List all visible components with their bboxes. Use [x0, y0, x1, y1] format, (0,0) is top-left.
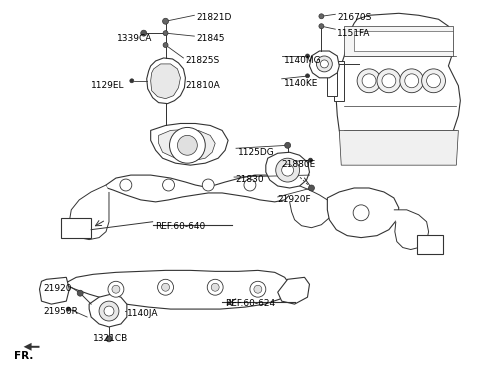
Polygon shape — [327, 188, 399, 238]
Polygon shape — [394, 210, 429, 250]
Text: 21880E: 21880E — [282, 160, 316, 169]
Polygon shape — [344, 26, 454, 56]
Polygon shape — [354, 31, 454, 51]
Circle shape — [244, 179, 256, 191]
Polygon shape — [63, 270, 289, 309]
Circle shape — [169, 128, 205, 163]
Circle shape — [162, 283, 169, 291]
Circle shape — [377, 69, 401, 93]
Circle shape — [320, 60, 328, 68]
Polygon shape — [327, 66, 337, 96]
Circle shape — [163, 18, 168, 24]
Circle shape — [276, 158, 300, 182]
Text: 21670S: 21670S — [337, 13, 372, 22]
Circle shape — [254, 285, 262, 293]
Text: REF.60-624: REF.60-624 — [225, 299, 275, 308]
Polygon shape — [266, 152, 310, 188]
Circle shape — [319, 24, 324, 29]
Polygon shape — [310, 51, 339, 78]
Polygon shape — [158, 129, 215, 161]
Polygon shape — [39, 277, 69, 304]
Circle shape — [305, 74, 310, 78]
Circle shape — [207, 279, 223, 295]
Circle shape — [309, 185, 314, 191]
Circle shape — [178, 135, 197, 155]
Polygon shape — [24, 343, 39, 351]
Text: FR.: FR. — [14, 351, 33, 361]
Polygon shape — [151, 64, 180, 99]
Circle shape — [104, 306, 114, 316]
Circle shape — [357, 69, 381, 93]
Polygon shape — [334, 61, 344, 101]
Polygon shape — [106, 175, 292, 202]
Text: 21950R: 21950R — [44, 307, 78, 316]
Polygon shape — [89, 294, 127, 327]
Polygon shape — [147, 58, 185, 104]
Circle shape — [130, 79, 134, 83]
Circle shape — [163, 43, 168, 47]
Text: 21810A: 21810A — [185, 81, 220, 90]
Polygon shape — [278, 277, 310, 304]
Polygon shape — [339, 131, 458, 165]
Text: 1339CA: 1339CA — [117, 34, 152, 43]
Circle shape — [305, 54, 310, 58]
Text: 21821D: 21821D — [196, 13, 232, 22]
Text: 1125DG: 1125DG — [238, 148, 275, 157]
Text: 21920F: 21920F — [278, 195, 312, 204]
Text: REF.60-640: REF.60-640 — [155, 222, 205, 231]
Text: 21845: 21845 — [196, 34, 225, 43]
Circle shape — [141, 30, 147, 36]
Polygon shape — [69, 185, 109, 239]
Text: 1129EL: 1129EL — [91, 81, 125, 90]
Polygon shape — [151, 123, 228, 165]
Circle shape — [309, 158, 312, 162]
Circle shape — [362, 74, 376, 88]
Polygon shape — [61, 218, 91, 238]
Circle shape — [421, 69, 445, 93]
Circle shape — [211, 283, 219, 291]
Text: 1140KE: 1140KE — [284, 79, 318, 88]
Circle shape — [99, 301, 119, 321]
Circle shape — [427, 74, 441, 88]
Text: 21830: 21830 — [235, 175, 264, 184]
Circle shape — [382, 74, 396, 88]
Text: 1140MG: 1140MG — [284, 56, 321, 65]
Circle shape — [250, 281, 266, 297]
Text: 1321CB: 1321CB — [93, 334, 128, 343]
Text: 1140JA: 1140JA — [127, 309, 158, 318]
Circle shape — [319, 14, 324, 19]
Text: 21825S: 21825S — [185, 56, 220, 65]
Text: 1151FA: 1151FA — [337, 29, 371, 38]
Circle shape — [405, 74, 419, 88]
Polygon shape — [288, 182, 331, 228]
Circle shape — [77, 290, 83, 296]
Circle shape — [108, 281, 124, 297]
Circle shape — [157, 279, 173, 295]
Circle shape — [285, 142, 290, 148]
Circle shape — [106, 336, 112, 342]
Circle shape — [202, 179, 214, 191]
Circle shape — [353, 205, 369, 221]
Polygon shape — [336, 13, 460, 162]
Circle shape — [112, 285, 120, 293]
Circle shape — [163, 179, 175, 191]
Polygon shape — [417, 235, 444, 254]
Text: 21920: 21920 — [44, 284, 72, 293]
Circle shape — [163, 31, 168, 36]
Circle shape — [400, 69, 424, 93]
Circle shape — [66, 307, 70, 311]
Circle shape — [282, 164, 294, 176]
Circle shape — [316, 56, 332, 72]
Circle shape — [120, 179, 132, 191]
